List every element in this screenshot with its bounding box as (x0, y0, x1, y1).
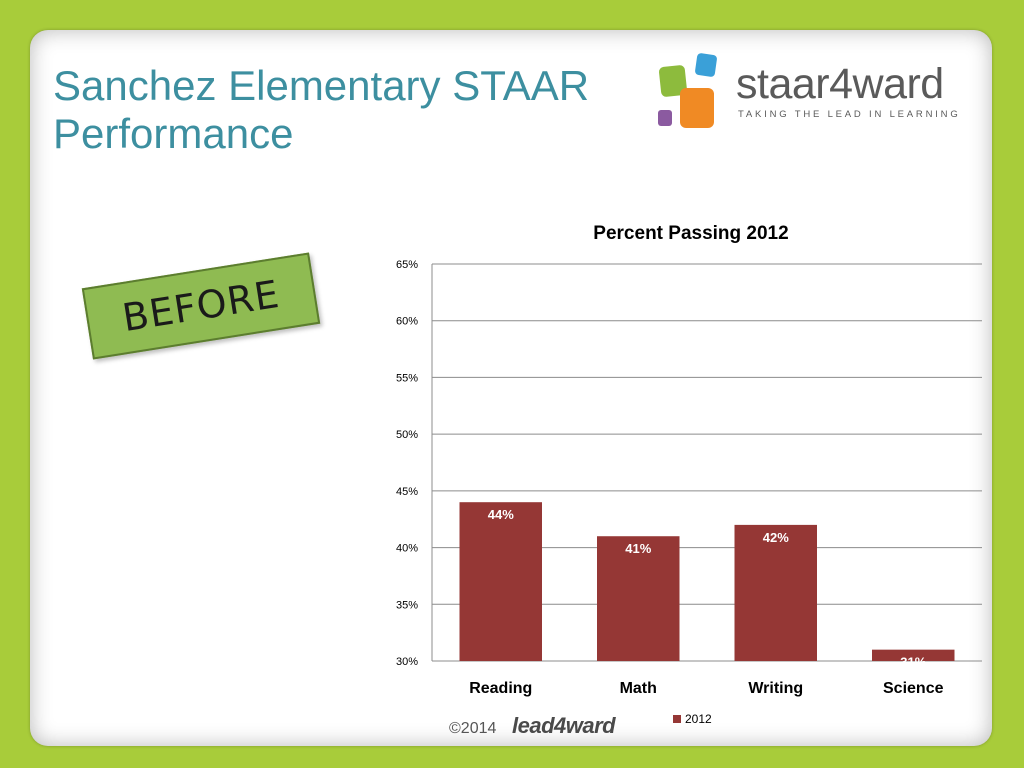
page-title: Sanchez Elementary STAAR Performance (53, 62, 590, 157)
bar-math (597, 536, 680, 661)
footer-brand-logo: lead4ward (512, 713, 616, 738)
logo-name: staar4ward (736, 60, 944, 108)
bar-reading (459, 502, 542, 661)
y-tick-label: 60% (396, 316, 418, 328)
logo-squares-icon (658, 53, 717, 128)
legend-swatch (673, 715, 681, 723)
footer-copyright: ©2014 (449, 720, 497, 737)
bar-writing (734, 524, 817, 661)
chart-title: Percent Passing 2012 (593, 223, 788, 244)
x-tick-label: Reading (469, 680, 532, 697)
staar4ward-logo: staar4ward TAKING THE LEAD IN LEARNING (656, 52, 976, 134)
legend-label: 2012 (685, 712, 712, 726)
y-tick-label: 65% (396, 259, 418, 271)
data-label: 44% (488, 507, 514, 522)
y-tick-label: 35% (396, 599, 418, 611)
y-tick-label: 45% (396, 486, 418, 498)
x-tick-label: Science (883, 680, 944, 697)
y-tick-label: 30% (396, 656, 418, 668)
logo-tagline: TAKING THE LEAD IN LEARNING (738, 109, 961, 120)
y-tick-label: 40% (396, 543, 418, 555)
x-tick-label: Math (620, 680, 657, 697)
bar-chart: Percent Passing 2012 30% 35% 40% 45% 50% 55% 60… (396, 223, 982, 726)
y-tick-label: 55% (396, 372, 418, 384)
y-tick-label: 50% (396, 429, 418, 441)
data-label: 42% (763, 530, 789, 545)
data-label: 41% (625, 541, 651, 556)
before-badge-label: BEFORE (119, 271, 283, 341)
x-tick-label: Writing (748, 680, 803, 697)
bar-science (872, 649, 955, 661)
data-label: 31% (900, 655, 926, 670)
